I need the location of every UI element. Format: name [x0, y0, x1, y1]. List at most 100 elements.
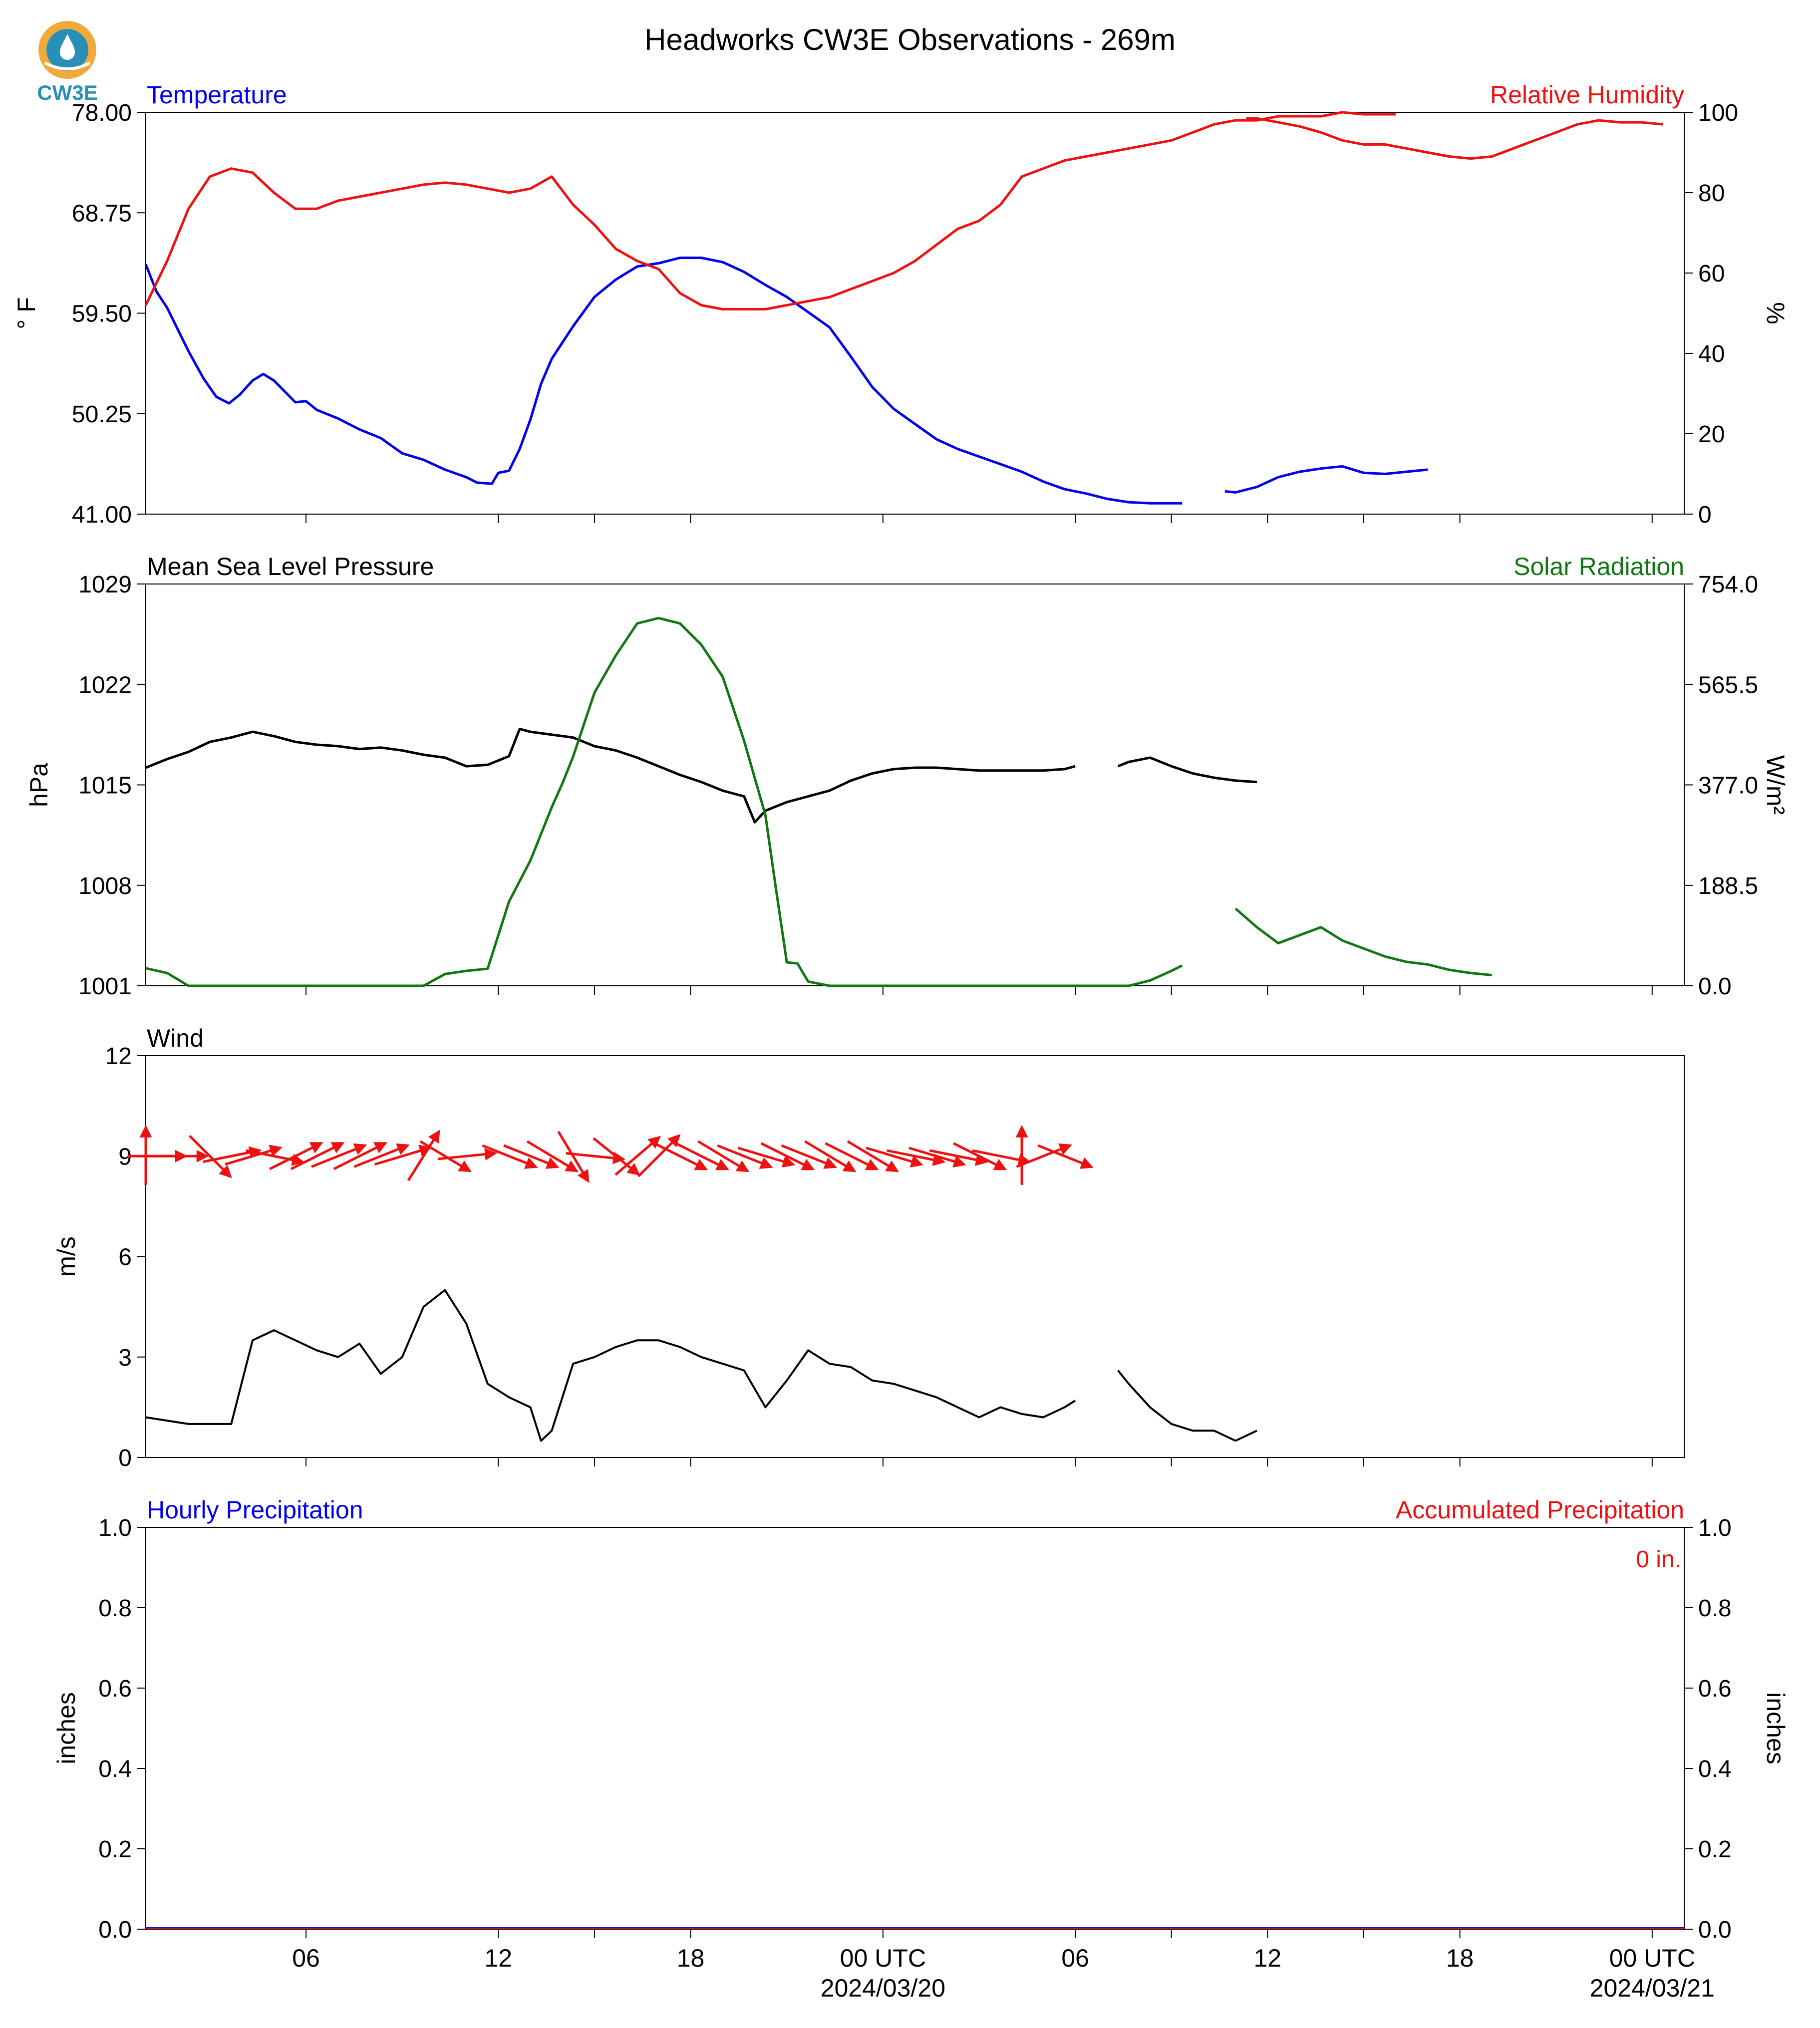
- right-axis-label: W/m²: [1762, 755, 1790, 815]
- wind-vector-arrow: [437, 1148, 498, 1160]
- right-tick-label: 754.0: [1698, 572, 1758, 598]
- wind-vector-arrow: [866, 1147, 924, 1167]
- left-axis-label: inches: [52, 1692, 80, 1764]
- panel-right-title: Accumulated Precipitation: [1396, 1496, 1684, 1524]
- panel-right-title: Solar Radiation: [1514, 553, 1684, 580]
- panel-frame: [145, 583, 1685, 986]
- panel-pressure_solar: Mean Sea Level Pressure Solar Radiation 10…: [25, 553, 1790, 1000]
- panel-frame: [145, 1527, 1685, 1930]
- wind-vector-arrow: [407, 1130, 440, 1181]
- left-tick-label: 0.4: [98, 1756, 132, 1782]
- wind-vector-arrow: [929, 1149, 988, 1166]
- panel-precip: Hourly Precipitation Accumulated Precipit…: [52, 1496, 1790, 1943]
- x-date-label: 2024/03/20: [821, 1974, 945, 2002]
- wind-vector-arrow: [952, 1142, 1007, 1170]
- left-tick-label: 1008: [78, 873, 132, 899]
- wind-vector-arrow: [972, 1149, 1031, 1166]
- x-tick-label: 12: [484, 1944, 512, 1972]
- wind-vector-arrow: [557, 1131, 590, 1183]
- wind-vector-arrow: [526, 1140, 579, 1172]
- wind-vector-arrow: [374, 1145, 432, 1166]
- panel-right-title: Relative Humidity: [1490, 81, 1684, 109]
- temperature-line-after-gap: [1224, 465, 1428, 494]
- left-tick-label: 1001: [78, 973, 132, 1000]
- left-tick-label: 0.6: [98, 1676, 132, 1702]
- wind-vector-arrow: [1016, 1143, 1072, 1168]
- wind-speed-line-after-gap: [1117, 1370, 1257, 1442]
- wind-vector-arrow: [333, 1142, 387, 1170]
- wind-vector-arrow: [290, 1142, 345, 1170]
- wind-vector-arrow: [909, 1147, 966, 1167]
- wind-vector-arrow: [593, 1137, 640, 1176]
- wind-vector-arrow: [717, 1144, 773, 1169]
- panel-left-title: Mean Sea Level Pressure: [147, 553, 434, 580]
- right-tick-label: 1.0: [1698, 1515, 1732, 1541]
- panel-frame: [145, 112, 1685, 515]
- right-tick-label: 377.0: [1698, 773, 1758, 799]
- wind-vector-arrow: [637, 1134, 681, 1177]
- panel-left-title: Temperature: [147, 81, 287, 109]
- left-tick-label: 0.2: [98, 1836, 132, 1863]
- panel-left-title: Hourly Precipitation: [147, 1496, 363, 1524]
- wind-vector-arrow: [419, 1140, 472, 1172]
- panel-temp_rh: Temperature Relative Humidity 78.00 68.75 59…: [12, 81, 1790, 528]
- x-date-label: 2024/03/21: [1590, 1974, 1715, 2002]
- x-tick-label: 18: [677, 1944, 705, 1972]
- wind-vector-arrow: [188, 1135, 232, 1178]
- x-tick-label: 00 UTC: [1609, 1944, 1695, 1972]
- left-tick-label: 59.50: [72, 301, 132, 327]
- solar-radiation-line: [145, 616, 1183, 987]
- wind-vector-arrow: [804, 1140, 857, 1172]
- right-tick-label: 188.5: [1698, 873, 1758, 899]
- x-tick-label: 06: [292, 1944, 320, 1972]
- right-tick-label: 0: [1698, 502, 1712, 528]
- right-tick-label: 0.0: [1698, 973, 1732, 1000]
- left-axis-label: ° F: [12, 297, 40, 329]
- right-tick-label: 60: [1698, 261, 1725, 287]
- wind-vector-arrow: [760, 1142, 815, 1170]
- x-tick-label: 00 UTC: [840, 1944, 926, 1972]
- left-tick-label: 0.0: [98, 1917, 132, 1943]
- left-tick-label: 0: [118, 1445, 132, 1471]
- solar-radiation-line-after-gap: [1234, 907, 1493, 977]
- wind-vector-arrow: [245, 1149, 305, 1166]
- wind-vector-arrow: [353, 1143, 410, 1168]
- wind-vector-arrow: [1037, 1144, 1094, 1169]
- wind-vector-arrow: [781, 1144, 838, 1169]
- right-tick-label: 20: [1698, 421, 1725, 448]
- right-tick-label: 0.6: [1698, 1676, 1732, 1702]
- wind-vector-arrow: [269, 1142, 323, 1170]
- wind-vector-arrow: [503, 1144, 560, 1169]
- left-axis-label: hPa: [25, 763, 53, 807]
- left-tick-label: 3: [118, 1345, 132, 1371]
- left-tick-label: 1015: [78, 773, 132, 799]
- logo-drop-icon: [60, 34, 75, 60]
- left-tick-label: 6: [118, 1244, 132, 1271]
- wind-vector-arrow: [825, 1142, 879, 1170]
- left-axis-label: m/s: [52, 1236, 80, 1277]
- wind-vector-arrow: [847, 1140, 899, 1172]
- left-tick-label: 1022: [78, 672, 132, 698]
- left-tick-label: 50.25: [72, 401, 132, 428]
- panel-frame: [145, 1055, 1685, 1458]
- right-tick-label: 100: [1698, 100, 1738, 126]
- right-tick-label: 0.4: [1698, 1756, 1732, 1782]
- wind-vector-arrow: [614, 1136, 661, 1176]
- wind-vector-arrow: [482, 1144, 538, 1169]
- right-tick-label: 40: [1698, 341, 1725, 367]
- x-tick-label: 06: [1061, 1944, 1089, 1972]
- pressure-line-after-gap: [1117, 756, 1257, 784]
- left-tick-label: 1.0: [98, 1515, 132, 1541]
- cw3e-logo: CW3E: [30, 15, 105, 105]
- temperature-line: [144, 257, 1183, 505]
- right-axis-label: %: [1762, 302, 1790, 324]
- left-tick-label: 0.8: [98, 1595, 132, 1622]
- left-tick-label: 1029: [78, 572, 132, 598]
- wind-vector-arrow: [566, 1152, 626, 1164]
- left-tick-label: 41.00: [72, 502, 132, 528]
- right-tick-label: 0.2: [1698, 1836, 1732, 1863]
- right-axis-label: inches: [1762, 1692, 1790, 1764]
- right-tick-label: 0.0: [1698, 1917, 1732, 1943]
- wind-vector-arrow: [675, 1142, 729, 1170]
